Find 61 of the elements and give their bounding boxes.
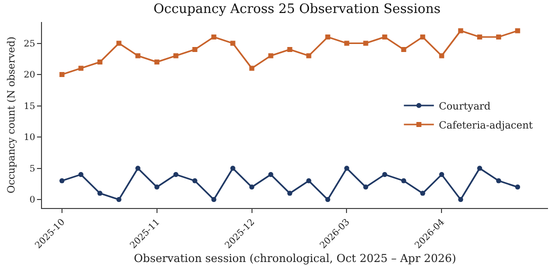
- point: [477, 166, 482, 171]
- point: [249, 184, 254, 190]
- point: [344, 166, 350, 171]
- point: [363, 40, 368, 46]
- point: [477, 34, 482, 40]
- point: [192, 178, 198, 184]
- point: [515, 184, 520, 190]
- point: [306, 53, 312, 58]
- y-tick-label: 0: [29, 196, 36, 206]
- point: [116, 40, 122, 46]
- point: [401, 178, 406, 184]
- point: [420, 34, 426, 40]
- point: [230, 166, 236, 171]
- point: [154, 60, 160, 65]
- point: [420, 190, 426, 196]
- point: [496, 34, 502, 40]
- point: [59, 72, 64, 78]
- point: [97, 190, 102, 196]
- point: [382, 34, 388, 40]
- point: [344, 40, 350, 46]
- y-tick-label: 15: [24, 102, 36, 112]
- point: [458, 197, 464, 202]
- point: [173, 172, 178, 178]
- point: [173, 53, 178, 58]
- point: [458, 28, 464, 34]
- y-tick-label: 20: [24, 70, 36, 81]
- point: [97, 60, 102, 65]
- point: [439, 53, 444, 58]
- point: [78, 172, 84, 178]
- point: [515, 28, 520, 34]
- point: [382, 172, 388, 178]
- point: [230, 40, 236, 46]
- point: [211, 197, 216, 202]
- y-axis-title: Occupancy count (N observed): [6, 36, 18, 194]
- point: [325, 197, 330, 202]
- point: [78, 66, 84, 71]
- point: [439, 172, 444, 178]
- point: [268, 53, 274, 58]
- legend-label: Courtyard: [438, 101, 492, 112]
- legend-label: Cafeteria-adjacent: [438, 120, 533, 132]
- point: [287, 190, 292, 196]
- point: [268, 172, 274, 178]
- point: [496, 178, 502, 184]
- point: [287, 47, 292, 52]
- point: [401, 47, 406, 52]
- point: [116, 197, 122, 202]
- x-axis-title: Observation session (chronological, Oct 2025 – Apr 2026): [134, 252, 456, 265]
- point: [249, 66, 254, 71]
- y-tick-label: 10: [24, 133, 36, 144]
- point: [363, 184, 368, 190]
- point: [59, 178, 64, 184]
- point: [325, 34, 330, 40]
- y-tick-label: 25: [24, 39, 36, 50]
- point: [211, 34, 216, 40]
- point: [135, 53, 140, 58]
- chart-title: Occupancy Across 25 Observation Sessions: [154, 2, 440, 18]
- point: [306, 178, 312, 184]
- point: [135, 166, 140, 171]
- y-tick-label: 5: [29, 164, 36, 174]
- point: [192, 47, 198, 52]
- point: [154, 184, 160, 190]
